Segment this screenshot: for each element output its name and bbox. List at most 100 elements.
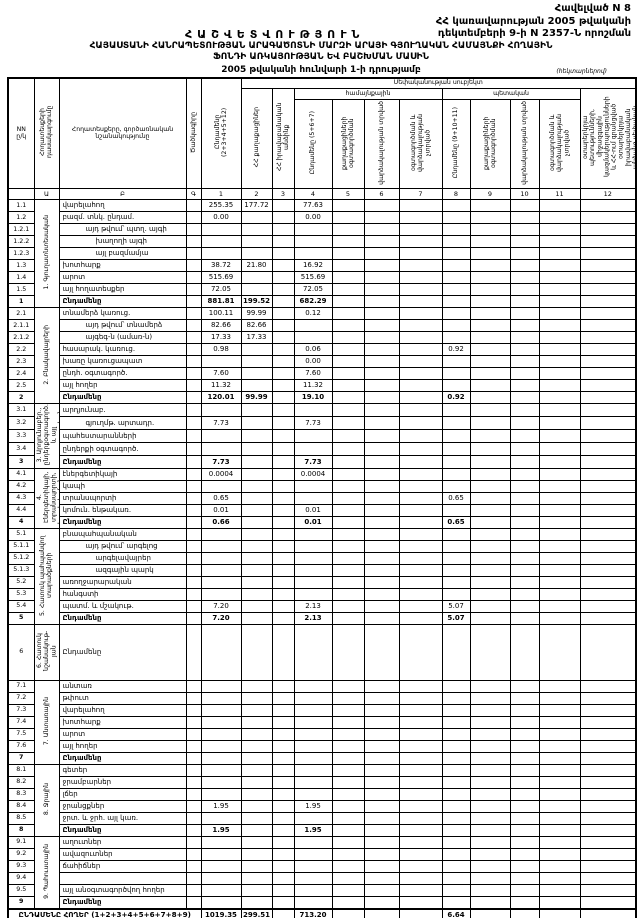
value-c3 bbox=[271, 624, 295, 681]
value-c4: 19.10 bbox=[293, 391, 333, 405]
row-number: 1.2.2 bbox=[7, 235, 35, 249]
value-c8 bbox=[441, 691, 471, 705]
value-c8 bbox=[441, 787, 471, 801]
value-c7 bbox=[398, 343, 443, 357]
value-c10 bbox=[509, 883, 540, 897]
table-row: 9.4 bbox=[7, 871, 637, 885]
row-number: 8.4 bbox=[7, 799, 35, 813]
value-c9 bbox=[469, 468, 511, 482]
value-c7 bbox=[398, 576, 443, 590]
value-c3 bbox=[271, 319, 295, 333]
value-c4 bbox=[293, 588, 333, 602]
value-c1: 72.05 bbox=[200, 283, 242, 297]
value-c4: 7.73 bbox=[293, 455, 333, 470]
value-c5 bbox=[331, 247, 365, 261]
section-label: 1. Գյուղատնտեսական bbox=[42, 215, 50, 290]
value-c7 bbox=[398, 367, 443, 381]
column-letter: 12 bbox=[579, 188, 637, 201]
value-c3 bbox=[271, 775, 295, 789]
value-c3 bbox=[271, 355, 295, 369]
value-c2 bbox=[240, 492, 273, 506]
value-c5 bbox=[331, 859, 365, 873]
value-c9 bbox=[469, 763, 511, 777]
value-c7 bbox=[398, 703, 443, 717]
land-type-label: բնապահպանական bbox=[58, 528, 187, 542]
value-c11 bbox=[538, 295, 581, 309]
value-c4: 72.05 bbox=[293, 283, 333, 297]
value-c5 bbox=[331, 283, 365, 297]
value-c12 bbox=[579, 727, 637, 741]
value-c10 bbox=[509, 703, 540, 717]
land-type-label: առողջարարական bbox=[58, 576, 187, 590]
value-c10 bbox=[509, 552, 540, 566]
value-c11 bbox=[538, 871, 581, 885]
value-c7 bbox=[398, 564, 443, 578]
value-c11 bbox=[538, 307, 581, 321]
table-row: 5.1.2 արգելավայրեր bbox=[7, 552, 637, 566]
value-c6 bbox=[363, 391, 400, 405]
value-c1 bbox=[200, 235, 242, 249]
value-c12 bbox=[579, 823, 637, 837]
value-c1 bbox=[200, 763, 242, 777]
value-c11 bbox=[538, 612, 581, 626]
value-c9 bbox=[469, 715, 511, 729]
value-c6 bbox=[363, 516, 400, 530]
value-c8 bbox=[441, 703, 471, 717]
value-c6 bbox=[363, 871, 400, 885]
value-c1 bbox=[200, 775, 242, 789]
value-c5 bbox=[331, 528, 365, 542]
value-c12 bbox=[579, 468, 637, 482]
value-c1 bbox=[200, 480, 242, 494]
value-c11 bbox=[538, 331, 581, 345]
land-type-label bbox=[58, 871, 187, 885]
value-c11 bbox=[538, 763, 581, 777]
value-c7 bbox=[398, 763, 443, 777]
value-c1: 0.65 bbox=[200, 492, 242, 506]
value-c6 bbox=[363, 727, 400, 741]
value-c11 bbox=[538, 703, 581, 717]
col-header-citizens-text: ՀՀ քաղաքացիներ bbox=[252, 107, 260, 168]
table-row: 6 6. Հատուկ նշանակութ- յան Ընդամենը bbox=[7, 624, 637, 681]
value-c8 bbox=[441, 504, 471, 518]
value-c6 bbox=[363, 211, 400, 225]
value-c1: 11.32 bbox=[200, 379, 242, 393]
value-c3 bbox=[271, 739, 295, 753]
grand-total-c8: 6.64 bbox=[441, 907, 471, 918]
value-c2 bbox=[240, 811, 273, 825]
table-row: 2.1.1 այդ թվում՝ տնամերձ 82.66 82.66 bbox=[7, 319, 637, 333]
value-c2 bbox=[240, 588, 273, 602]
value-c8 bbox=[441, 540, 471, 554]
value-c4 bbox=[293, 540, 333, 554]
value-c11 bbox=[538, 739, 581, 753]
code-cell bbox=[185, 223, 202, 237]
table-row: 5.1.1 այդ թվում՝ արգելոց bbox=[7, 540, 637, 554]
value-c8 bbox=[441, 271, 471, 285]
value-c4: 7.73 bbox=[293, 416, 333, 431]
value-c5 bbox=[331, 516, 365, 530]
value-c4 bbox=[293, 739, 333, 753]
value-c6 bbox=[363, 223, 400, 237]
value-c9 bbox=[469, 883, 511, 897]
value-c12 bbox=[579, 516, 637, 530]
value-c8 bbox=[441, 468, 471, 482]
value-c1: 82.66 bbox=[200, 319, 242, 333]
section-cell: 9. Պահուստային bbox=[33, 835, 60, 910]
value-c4 bbox=[293, 883, 333, 897]
code-cell bbox=[185, 480, 202, 494]
value-c9 bbox=[469, 379, 511, 393]
value-c10 bbox=[509, 199, 540, 213]
value-c12 bbox=[579, 259, 637, 273]
value-c8 bbox=[441, 331, 471, 345]
value-c7 bbox=[398, 319, 443, 333]
value-c4: 0.0004 bbox=[293, 468, 333, 482]
code-cell bbox=[185, 751, 202, 765]
land-type-label: կոմուն. ենթակառ. bbox=[58, 504, 187, 518]
land-type-label: այլ հողատեսքեր bbox=[58, 283, 187, 297]
value-c6 bbox=[363, 247, 400, 261]
value-c2 bbox=[240, 564, 273, 578]
row-number: 2.5 bbox=[7, 379, 35, 393]
value-c3 bbox=[271, 787, 295, 801]
value-c10 bbox=[509, 331, 540, 345]
table-row: 2.2 հասարակ. կառուց. 0.98 0.06 0.92 bbox=[7, 343, 637, 357]
value-c4 bbox=[293, 763, 333, 777]
